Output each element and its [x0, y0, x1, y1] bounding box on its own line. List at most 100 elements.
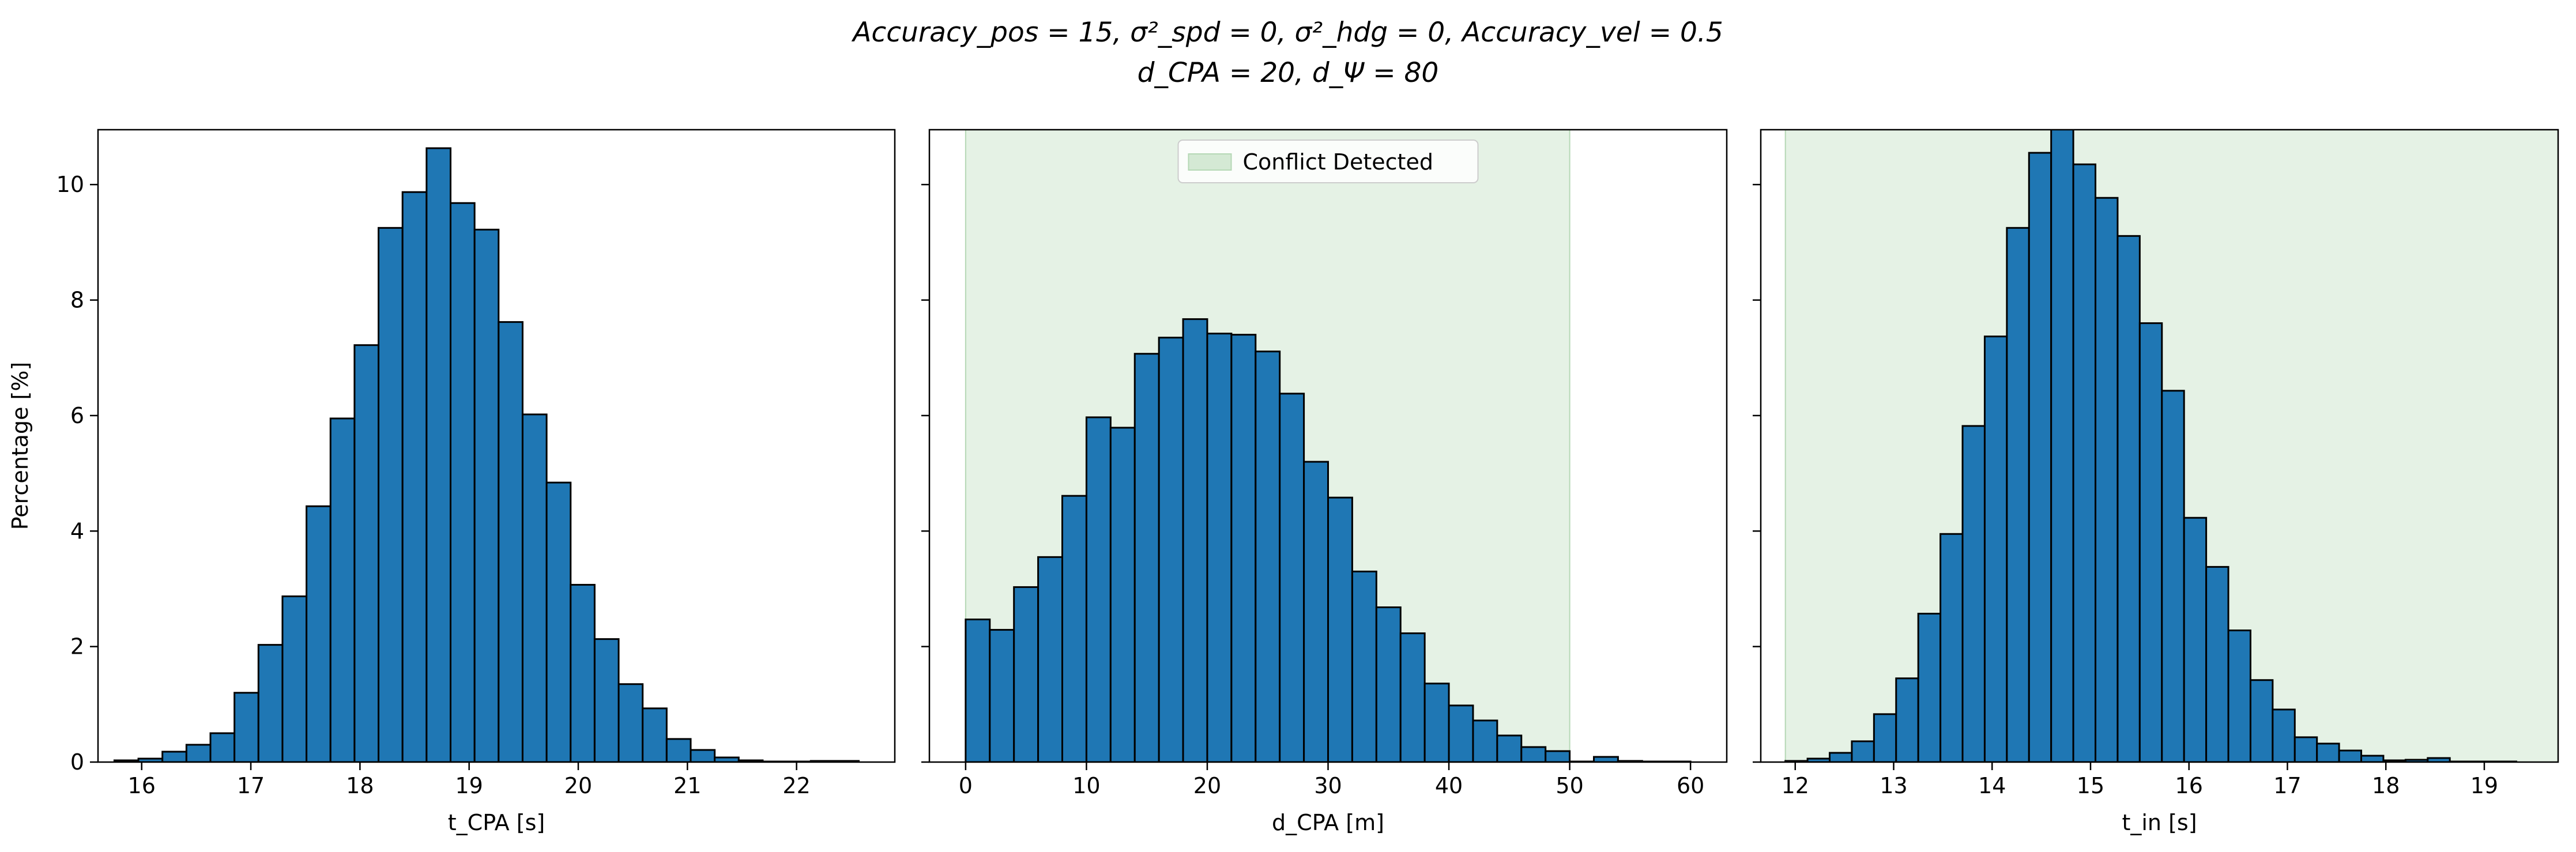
histogram-bar: [1327, 496, 1353, 762]
histogram-bar: [2293, 736, 2318, 762]
y-tick-label: 2: [70, 634, 84, 659]
histogram-bar: [209, 732, 236, 762]
x-tick-label: 17: [237, 773, 265, 798]
plot-area: [113, 147, 860, 762]
histogram-bar: [1037, 556, 1064, 762]
histogram-bar: [2138, 322, 2163, 762]
histogram-bar: [2316, 742, 2340, 762]
histogram-bar: [498, 321, 524, 762]
histogram-bar: [1158, 337, 1184, 762]
histogram-bar: [1351, 570, 1377, 762]
histogram-bar: [1851, 740, 1875, 762]
x-tick-label: 20: [564, 773, 592, 798]
histogram-bar: [2006, 227, 2030, 762]
histogram-bar: [473, 228, 500, 762]
histogram-panel-tcpa: 16 17 18 19 20 21 22 0 2 4 6 8 10 t_CPA [s] Percentage…: [7, 129, 896, 835]
axes-frame: [1760, 129, 2559, 763]
histogram-bar: [1939, 533, 1964, 762]
histogram-bar: [1829, 752, 1853, 762]
histogram-bar: [2095, 197, 2119, 762]
y-tick-label: 4: [70, 518, 84, 544]
histogram-bar: [378, 227, 404, 762]
figure-title-line1: Accuracy_pos = 15, σ²_spd = 0, σ²_hdg = …: [851, 17, 1723, 48]
histogram-bar: [2050, 130, 2074, 762]
histogram-bar: [2360, 755, 2385, 762]
histogram-bar: [1182, 318, 1208, 762]
histogram-bar: [1472, 719, 1498, 762]
histogram-bar: [1917, 613, 1942, 762]
x-tick-label: 50: [1556, 773, 1583, 798]
x-tick-label: 19: [455, 773, 483, 798]
x-tick-label: 15: [2077, 773, 2104, 798]
histogram-bar: [1520, 746, 1547, 762]
x-tick-label: 12: [1782, 773, 1809, 798]
histogram-bar: [1448, 704, 1474, 762]
histogram-bar: [2205, 566, 2229, 762]
histogram-bar: [1206, 333, 1233, 762]
histogram-bar: [329, 417, 356, 762]
histogram-bar: [234, 692, 259, 762]
x-tick-label: 17: [2273, 773, 2301, 798]
y-tick-label: 10: [57, 172, 84, 197]
x-axis-label: t_in [s]: [2122, 810, 2197, 835]
histogram-bar: [1496, 734, 1523, 762]
y-axis-label: Percentage [%]: [7, 362, 33, 530]
histogram-bar: [185, 744, 212, 762]
histogram-bar: [1593, 756, 1619, 762]
histogram-bar: [965, 619, 991, 762]
histogram-bar: [570, 583, 596, 762]
histogram-bar: [1279, 393, 1305, 762]
histogram-bar: [257, 644, 284, 762]
x-tick-label: 18: [2372, 773, 2400, 798]
histogram-bar: [2338, 749, 2363, 762]
x-tick-label: 22: [782, 773, 810, 798]
histogram-bar: [665, 738, 692, 762]
histogram-bar: [2161, 390, 2185, 762]
histogram-bar: [1303, 461, 1329, 762]
histogram-bar: [1255, 350, 1281, 762]
y-tick-label: 8: [70, 288, 84, 313]
histogram-bar: [1375, 606, 1402, 762]
histogram-bar: [2183, 517, 2208, 762]
x-tick-label: 21: [673, 773, 701, 798]
histogram-bar: [1109, 427, 1136, 762]
figure-title-line2: d_CPA = 20, d_Ψ = 80: [1138, 57, 1439, 89]
histogram-bar: [1133, 353, 1160, 762]
y-tick-label: 0: [70, 749, 84, 775]
x-tick-label: 20: [1193, 773, 1221, 798]
x-axis-label: d_CPA [m]: [1272, 810, 1384, 835]
plot-area: [1784, 130, 2558, 762]
histogram-bar: [2249, 679, 2274, 762]
histogram-bar: [989, 629, 1015, 762]
histogram-bar: [690, 749, 716, 762]
histogram-bar: [1545, 750, 1571, 762]
histogram-bar: [545, 481, 572, 762]
histogram-bar: [1061, 495, 1087, 762]
histogram-bar: [1895, 677, 1919, 762]
histogram-bar: [2272, 708, 2296, 762]
histogram-bar: [521, 413, 548, 762]
histogram-bar: [617, 683, 644, 762]
legend-entry-label: Conflict Detected: [1243, 149, 1433, 175]
x-tick-label: 18: [346, 773, 374, 798]
x-axis-label: t_CPA [s]: [448, 810, 545, 835]
histogram-bar: [1423, 683, 1450, 762]
plot-area: [965, 130, 1692, 762]
histogram-panel-tin: 12 13 14 15 16 17 18 19 t_in [s]: [1753, 129, 2559, 835]
histogram-bar: [306, 505, 332, 762]
x-tick-label: 13: [1880, 773, 1907, 798]
histogram-bar: [1983, 335, 2008, 762]
histogram-bar: [401, 191, 428, 762]
x-tick-label: 16: [2175, 773, 2203, 798]
legend: Conflict Detected: [1177, 140, 1479, 183]
x-tick-label: 14: [1978, 773, 2006, 798]
histogram-bar: [281, 595, 308, 762]
legend-swatch: [1188, 153, 1232, 171]
axes-frame: [97, 129, 896, 763]
histogram-bar: [1230, 334, 1257, 762]
x-tick-label: 0: [959, 773, 973, 798]
histogram-bar: [593, 638, 620, 762]
histogram-bar: [2227, 629, 2251, 762]
histogram-bar: [1873, 713, 1897, 762]
histogram-bar: [353, 344, 380, 762]
